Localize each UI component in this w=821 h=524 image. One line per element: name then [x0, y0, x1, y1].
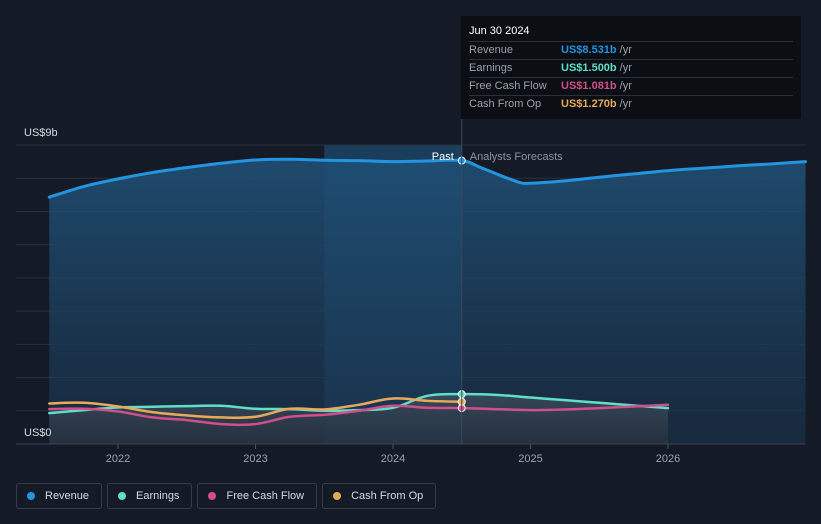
x-tick-label: 2022 [106, 453, 130, 465]
past-label: Past [432, 151, 454, 163]
legend-item-revenue[interactable]: Revenue [16, 483, 103, 509]
tooltip-unit: /yr [619, 80, 632, 92]
legend-label: Cash From Op [351, 490, 424, 502]
tooltip-panel: Jun 30 2024 Revenue US$8.531b /yr Earnin… [461, 16, 801, 119]
legend-item-earnings[interactable]: Earnings [107, 483, 193, 509]
revenue-dot-icon [27, 492, 35, 500]
tooltip-row-revenue: Revenue US$8.531b /yr [469, 42, 793, 60]
revenue-line [47, 157, 807, 199]
x-tick-label: 2025 [518, 453, 542, 465]
tooltip-row-cash-from-op: Cash From Op US$1.270b /yr [469, 96, 793, 113]
y-axis-top-label: US$9b [24, 127, 58, 139]
y-axis-bottom-label: US$0 [24, 427, 52, 439]
tooltip-row-earnings: Earnings US$1.500b /yr [469, 60, 793, 78]
legend-item-cash-from-op[interactable]: Cash From Op [322, 483, 437, 509]
tooltip-unit: /yr [619, 62, 632, 74]
tooltip-value-earnings: US$1.500b [561, 62, 617, 74]
tooltip-label: Revenue [469, 44, 514, 56]
legend-item-free-cash-flow[interactable]: Free Cash Flow [197, 483, 318, 509]
legend-label: Earnings [136, 490, 180, 502]
tooltip-value-cash-from-op: US$1.270b [561, 98, 617, 110]
legend-label: Revenue [45, 490, 90, 502]
earnings-dot-icon [118, 492, 127, 500]
x-tick-label: 2023 [243, 453, 267, 465]
tooltip-unit: /yr [619, 98, 632, 110]
free-cash-flow-dot-icon [208, 492, 217, 500]
legend: Revenue Earnings Free Cash Flow Cash Fro… [16, 483, 437, 509]
revenue-area [49, 159, 806, 445]
tooltip-date: Jun 30 2024 [469, 23, 793, 42]
legend-label: Free Cash Flow [226, 490, 305, 502]
cash-from-op-dot-icon [333, 492, 342, 500]
tooltip-unit: /yr [619, 44, 632, 56]
tooltip-row-free-cash-flow: Free Cash Flow US$1.081b /yr [469, 78, 793, 96]
tooltip-label: Earnings [469, 62, 513, 74]
x-tick-label: 2024 [381, 453, 405, 465]
x-tick-label: 2026 [656, 453, 680, 465]
forecast-label: Analysts Forecasts [470, 151, 563, 163]
tooltip-label: Free Cash Flow [469, 80, 547, 92]
tooltip-value-free-cash-flow: US$1.081b [561, 80, 617, 92]
tooltip-value-revenue: US$8.531b [561, 44, 617, 56]
free-cash-flow-line [48, 403, 670, 427]
cash-from-op-line [48, 397, 463, 420]
tooltip-label: Cash From Op [469, 98, 542, 110]
